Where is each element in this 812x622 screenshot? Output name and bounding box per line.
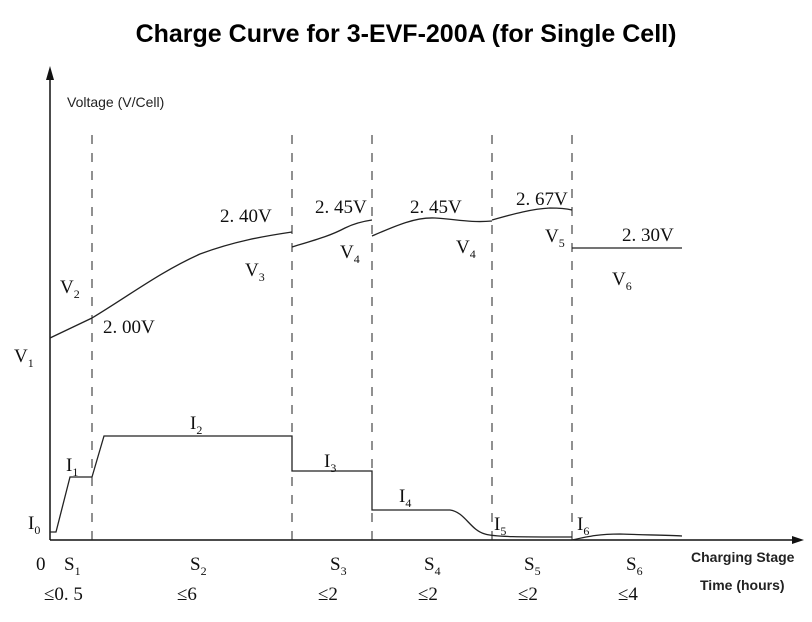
voltage-symbol: V3 <box>245 260 265 284</box>
voltage-symbol: V1 <box>14 346 34 370</box>
current-curve <box>571 533 683 541</box>
stage-time-label: ≤2 <box>518 584 538 605</box>
current-curve <box>50 435 573 538</box>
current-symbol: I1 <box>66 455 78 479</box>
diagram-title: Charge Curve for 3-EVF-200A (for Single … <box>136 20 677 48</box>
current-symbol: I2 <box>190 413 202 437</box>
voltage-symbol: V5 <box>545 226 565 250</box>
current-symbol: I0 <box>28 513 40 537</box>
voltage-symbol: V6 <box>612 269 632 293</box>
voltage-curve-segment <box>49 317 93 339</box>
stage-label: S5 <box>524 554 541 578</box>
y-axis-label: Voltage (V/Cell) <box>67 94 164 110</box>
voltage-curve-segment <box>291 219 373 248</box>
x-axis-label-time: Time (hours) <box>700 577 785 593</box>
origin-label: 0 <box>36 554 46 575</box>
stage-time-label: ≤6 <box>177 584 197 605</box>
current-symbol: I6 <box>577 514 589 538</box>
labels: V1 V2 V3 V4 V4 V5 V6 I0 I1 I2 I3 I4 I5 I6 2. 00V 2. 40V… <box>14 189 674 605</box>
current-symbol: I5 <box>494 514 506 538</box>
stage-label: S2 <box>190 554 207 578</box>
voltage-curve-segment <box>91 231 293 319</box>
stage-label: S1 <box>64 554 81 578</box>
voltage-value-label: 2. 45V <box>410 197 462 218</box>
voltage-value-label: 2. 00V <box>103 317 155 338</box>
x-axis-label-stage: Charging Stage <box>691 549 795 565</box>
voltage-curve-segment <box>371 217 493 237</box>
stage-label: S4 <box>424 554 441 578</box>
voltage-value-label: 2. 30V <box>622 225 674 246</box>
stage-label: S3 <box>330 554 347 578</box>
voltage-symbol: V4 <box>456 237 476 261</box>
voltage-symbol: V4 <box>340 242 360 266</box>
voltage-symbol: V2 <box>60 277 80 301</box>
stage-time-label: ≤2 <box>418 584 438 605</box>
stage-time-label: ≤4 <box>618 584 638 605</box>
stage-dividers <box>91 135 573 540</box>
curves <box>49 207 683 541</box>
x-axis-arrow <box>792 536 804 544</box>
voltage-value-label: 2. 45V <box>315 197 367 218</box>
current-symbol: I4 <box>399 486 411 510</box>
current-symbol: I3 <box>324 451 336 475</box>
stage-time-label: ≤0. 5 <box>44 584 83 605</box>
voltage-value-label: 2. 67V <box>516 189 568 210</box>
voltage-curve-segment <box>491 207 573 221</box>
voltage-value-label: 2. 40V <box>220 206 272 227</box>
stage-label: S6 <box>626 554 643 578</box>
y-axis-arrow <box>46 66 54 80</box>
stage-time-label: ≤2 <box>318 584 338 605</box>
